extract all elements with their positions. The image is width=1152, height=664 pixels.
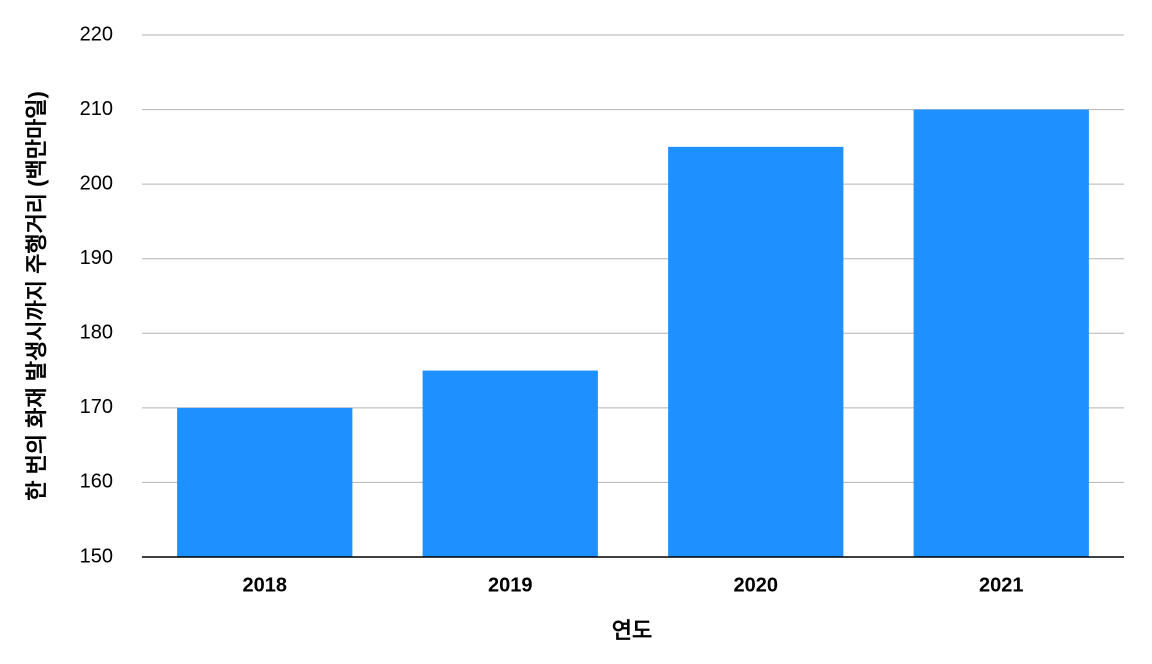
y-tick-label: 200	[80, 172, 113, 194]
x-tick-label: 2019	[488, 574, 533, 596]
bar	[177, 407, 353, 557]
x-tick-label: 2018	[243, 574, 288, 596]
y-tick-label: 170	[80, 396, 113, 418]
bar	[422, 370, 598, 557]
bar	[668, 146, 844, 557]
y-tick-label: 180	[80, 322, 113, 344]
y-axis-title: 한 번의 화재 발생시까지 주행거리 (백만마일)	[24, 91, 49, 501]
y-tick-label: 190	[80, 247, 113, 269]
y-tick-label: 210	[80, 98, 113, 120]
y-tick-label: 220	[80, 23, 113, 45]
bar	[913, 109, 1089, 558]
x-tick-label: 2021	[979, 574, 1024, 596]
x-tick-label: 2020	[734, 574, 779, 596]
y-tick-label: 160	[80, 471, 113, 493]
y-tick-label: 150	[80, 545, 113, 567]
x-axis-title: 연도	[612, 618, 652, 643]
